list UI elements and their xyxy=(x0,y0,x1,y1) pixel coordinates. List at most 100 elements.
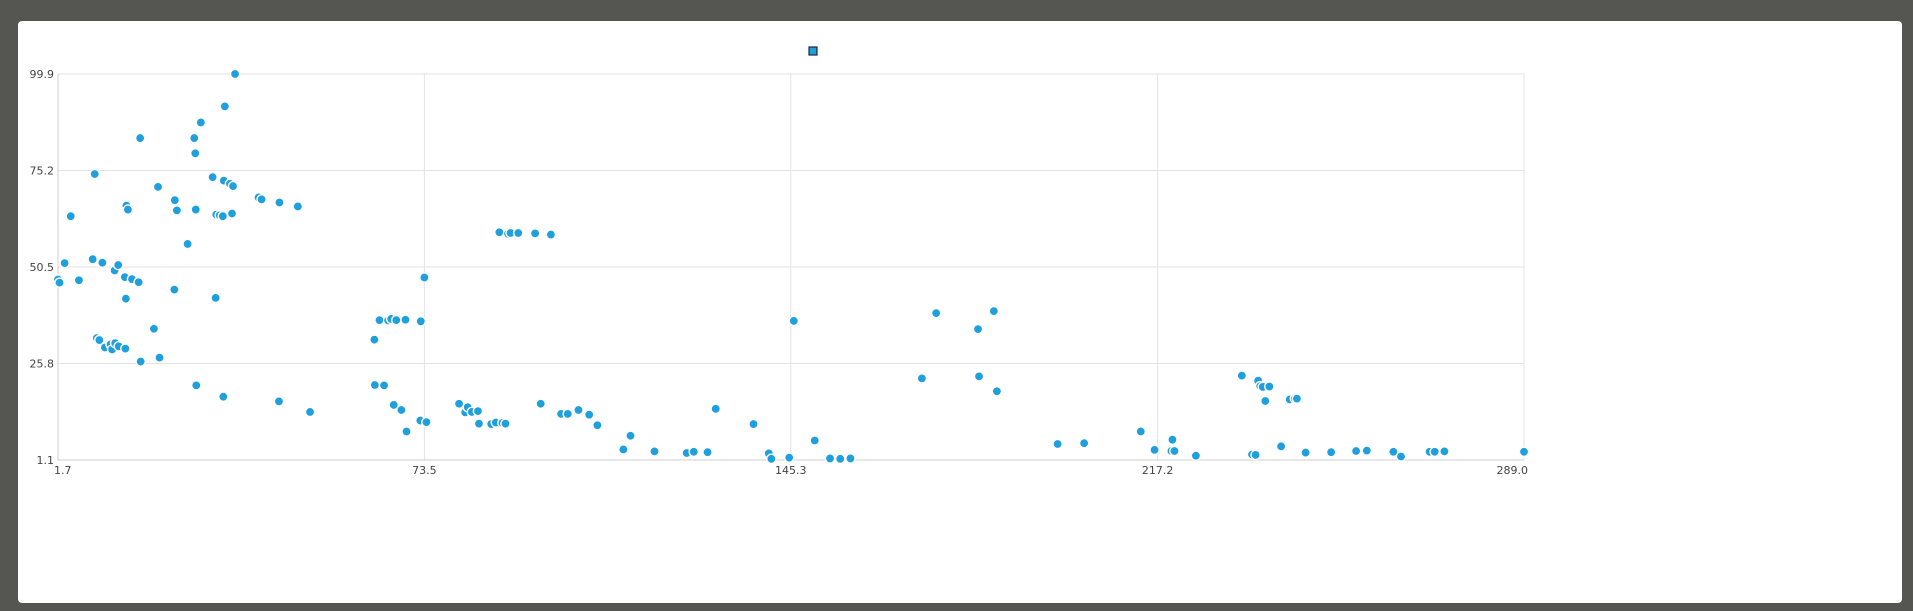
data-point[interactable] xyxy=(845,453,856,464)
data-point[interactable] xyxy=(972,323,984,335)
data-point[interactable] xyxy=(391,314,402,326)
data-point[interactable] xyxy=(120,343,131,354)
data-point[interactable] xyxy=(229,68,241,80)
data-point[interactable] xyxy=(182,238,193,250)
data-point[interactable] xyxy=(583,409,595,420)
data-point[interactable] xyxy=(618,444,629,455)
data-point[interactable] xyxy=(217,210,229,222)
data-point[interactable] xyxy=(1052,438,1063,450)
data-point[interactable] xyxy=(227,180,239,192)
data-point[interactable] xyxy=(54,277,65,288)
data-point[interactable] xyxy=(292,201,304,212)
data-point[interactable] xyxy=(73,274,85,286)
legend-marker[interactable] xyxy=(808,46,818,56)
data-point[interactable] xyxy=(512,227,524,239)
data-point[interactable] xyxy=(87,253,98,265)
data-point[interactable] xyxy=(169,194,181,206)
data-point[interactable] xyxy=(421,416,432,428)
data-point[interactable] xyxy=(916,373,928,384)
data-point[interactable] xyxy=(688,446,700,458)
data-point[interactable] xyxy=(824,453,836,464)
data-point[interactable] xyxy=(988,305,1000,317)
data-point[interactable] xyxy=(154,352,165,363)
data-point[interactable] xyxy=(1395,451,1407,462)
data-point[interactable] xyxy=(573,404,584,416)
data-point[interactable] xyxy=(374,314,385,326)
data-point[interactable] xyxy=(274,197,285,208)
data-point[interactable] xyxy=(89,168,101,180)
data-point[interactable] xyxy=(189,148,201,159)
data-point[interactable] xyxy=(112,259,124,271)
data-point[interactable] xyxy=(1250,449,1261,461)
data-point[interactable] xyxy=(134,132,146,144)
data-point[interactable] xyxy=(218,391,229,403)
data-point[interactable] xyxy=(415,316,427,327)
data-point[interactable] xyxy=(396,404,407,416)
data-point[interactable] xyxy=(256,194,267,205)
data-point[interactable] xyxy=(419,272,430,283)
data-point[interactable] xyxy=(748,418,759,430)
data-point[interactable] xyxy=(930,307,942,319)
data-point[interactable] xyxy=(195,117,207,128)
data-point[interactable] xyxy=(500,418,511,429)
data-point[interactable] xyxy=(991,385,1003,397)
data-point[interactable] xyxy=(649,446,660,457)
data-point[interactable] xyxy=(1275,441,1287,452)
data-point[interactable] xyxy=(1259,395,1271,407)
data-point[interactable] xyxy=(94,334,105,346)
data-point[interactable] xyxy=(625,430,636,442)
data-point[interactable] xyxy=(1167,434,1178,445)
data-point[interactable] xyxy=(378,380,390,391)
data-point[interactable] xyxy=(1350,445,1362,457)
data-point[interactable] xyxy=(1518,446,1530,458)
data-point[interactable] xyxy=(207,171,218,183)
data-point[interactable] xyxy=(273,396,285,407)
legend[interactable] xyxy=(808,46,818,56)
data-point[interactable] xyxy=(788,315,800,327)
data-point[interactable] xyxy=(1291,393,1303,404)
data-point[interactable] xyxy=(369,334,380,345)
data-point[interactable] xyxy=(973,371,985,382)
data-point[interactable] xyxy=(834,453,846,465)
data-point[interactable] xyxy=(400,314,411,326)
data-point[interactable] xyxy=(783,452,795,463)
data-point[interactable] xyxy=(97,257,108,269)
data-point[interactable] xyxy=(1325,446,1337,458)
data-point[interactable] xyxy=(473,418,485,429)
data-point[interactable] xyxy=(592,419,603,431)
data-point[interactable] xyxy=(190,204,202,215)
data-point[interactable] xyxy=(148,323,160,335)
data-point[interactable] xyxy=(369,379,381,391)
data-point[interactable] xyxy=(190,380,202,391)
data-point[interactable] xyxy=(1169,445,1180,457)
data-point[interactable] xyxy=(219,101,231,112)
data-point[interactable] xyxy=(226,208,238,219)
data-point[interactable] xyxy=(1429,446,1441,458)
data-point[interactable] xyxy=(169,284,180,295)
data-point[interactable] xyxy=(472,405,484,417)
data-point[interactable] xyxy=(529,228,541,239)
data-point[interactable] xyxy=(1264,381,1275,392)
data-point[interactable] xyxy=(152,181,164,193)
data-point[interactable] xyxy=(562,408,574,420)
data-point[interactable] xyxy=(1135,426,1147,437)
data-point[interactable] xyxy=(135,356,146,367)
data-point[interactable] xyxy=(59,257,70,269)
data-point[interactable] xyxy=(1388,446,1399,458)
data-point[interactable] xyxy=(188,132,200,144)
data-point[interactable] xyxy=(1300,447,1311,458)
data-point[interactable] xyxy=(1190,450,1202,462)
data-point[interactable] xyxy=(1236,370,1248,381)
data-point[interactable] xyxy=(122,204,134,215)
data-point[interactable] xyxy=(702,446,713,458)
data-point[interactable] xyxy=(494,226,505,238)
data-point[interactable] xyxy=(401,426,412,437)
data-point[interactable] xyxy=(171,205,183,216)
data-point[interactable] xyxy=(766,453,777,465)
data-point[interactable] xyxy=(1149,444,1160,456)
data-point[interactable] xyxy=(809,435,821,446)
data-point[interactable] xyxy=(545,229,557,240)
data-point[interactable] xyxy=(210,292,221,304)
data-point[interactable] xyxy=(304,406,316,418)
data-point[interactable] xyxy=(133,276,144,288)
